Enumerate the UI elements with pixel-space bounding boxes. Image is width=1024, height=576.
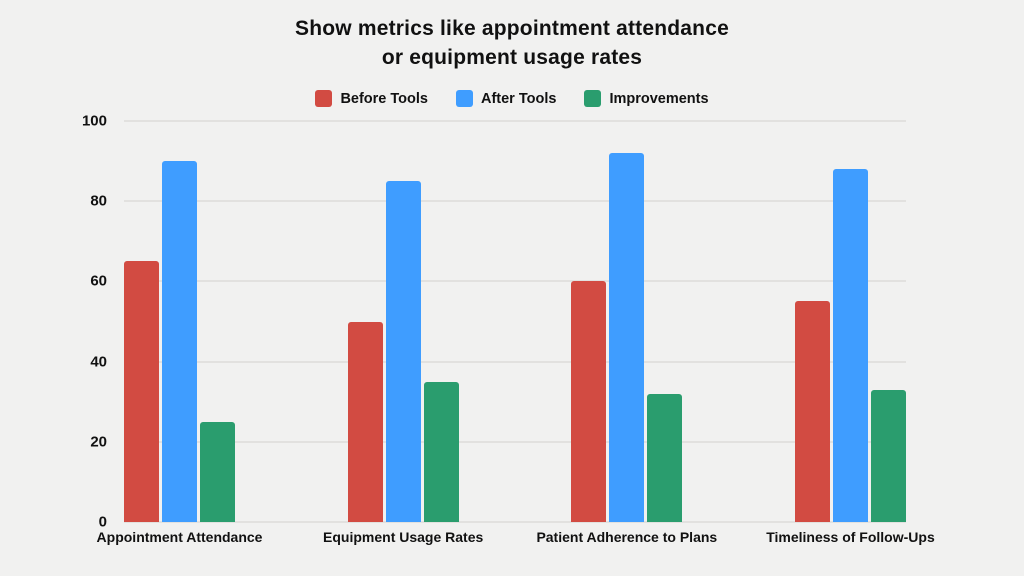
bar-after-tools-equipment-usage-rates (385, 181, 421, 522)
chart-legend: Before Tools After Tools Improvements (0, 90, 1024, 107)
y-tick-label-60: 60 (90, 272, 107, 290)
bar-before-tools-appointment-attendance (124, 261, 159, 522)
legend-swatch-before-tools (315, 90, 333, 107)
x-category-label-patient-adherence-to-plans: Patient Adherence to Plans (536, 529, 718, 545)
bar-after-tools-timeliness-of-follow-ups (832, 169, 868, 522)
gridline-60 (124, 280, 906, 283)
bar-group-patient-adherence-to-plans: Patient Adherence to Plans (536, 121, 717, 545)
gridline-80 (124, 200, 906, 203)
bar-improvements-timeliness-of-follow-ups (870, 389, 906, 522)
gridline-0 (124, 521, 906, 523)
y-tick-label-80: 80 (90, 192, 107, 210)
y-tick-label-40: 40 (90, 353, 107, 371)
y-tick-label-0: 0 (98, 513, 107, 531)
bar-improvements-patient-adherence-to-plans (647, 393, 683, 522)
legend-label-improvements: Improvements (609, 90, 709, 107)
bar-improvements-equipment-usage-rates (423, 381, 459, 522)
legend-item-before-tools: Before Tools (315, 90, 428, 107)
bar-after-tools-appointment-attendance (162, 161, 197, 522)
bar-groups: Appointment Attendance Equipment Usage Ra… (97, 121, 935, 545)
x-category-label-timeliness-of-follow-ups: Timeliness of Follow-Ups (766, 529, 935, 545)
legend-item-improvements: Improvements (584, 90, 709, 107)
gridline-20 (124, 440, 906, 443)
bar-before-tools-patient-adherence-to-plans (571, 281, 607, 522)
gridline-40 (124, 360, 906, 363)
bar-group-timeliness-of-follow-ups: Timeliness of Follow-Ups (766, 121, 935, 545)
bar-improvements-appointment-attendance (200, 421, 235, 522)
bar-after-tools-patient-adherence-to-plans (609, 153, 645, 522)
x-category-label-equipment-usage-rates: Equipment Usage Rates (323, 529, 484, 545)
y-tick-label-100: 100 (81, 112, 107, 130)
bar-group-appointment-attendance: Appointment Attendance (97, 121, 262, 545)
legend-swatch-improvements (584, 90, 602, 107)
bar-group-equipment-usage-rates: Equipment Usage Rates (323, 121, 483, 545)
gridline-100 (124, 120, 906, 122)
plot-area: 0 20 40 60 80 100 Appointment Attendance Equip… (82, 113, 935, 546)
legend-label-before-tools: Before Tools (340, 90, 428, 107)
x-category-label-appointment-attendance: Appointment Attendance (96, 529, 263, 545)
legend-swatch-after-tools (455, 90, 473, 107)
bar-before-tools-timeliness-of-follow-ups (794, 301, 830, 522)
chart-title: Show metrics like appointment attendance… (295, 17, 729, 69)
bar-before-tools-equipment-usage-rates (347, 321, 383, 522)
y-tick-label-20: 20 (90, 433, 107, 451)
legend-item-after-tools: After Tools (455, 90, 557, 107)
legend-label-after-tools: After Tools (480, 90, 557, 107)
